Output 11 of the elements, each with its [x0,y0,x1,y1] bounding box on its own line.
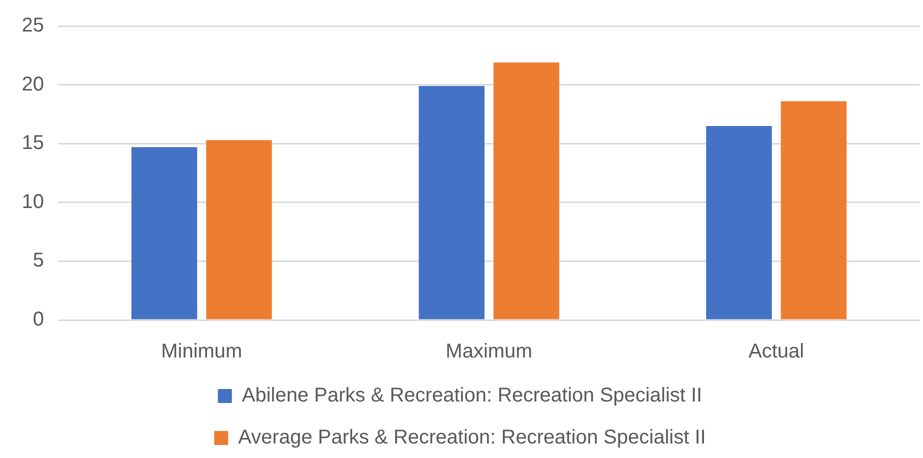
legend-label: Average Parks & Recreation: Recreation Specialist II [238,426,706,449]
x-tick-label: Actual [748,340,804,363]
y-tick-label: 20 [22,73,44,96]
y-tick-label: 15 [22,132,44,154]
y-tick-label: 25 [22,14,44,37]
legend-label: Abilene Parks & Recreation: Recreation Specialist II [242,384,702,407]
y-tick-label: 10 [22,190,44,213]
y-tick-label: 5 [32,250,44,272]
x-tick-label: Maximum [446,340,532,363]
y-tick-label: 0 [32,308,44,331]
x-tick-label: Minimum [161,340,242,363]
